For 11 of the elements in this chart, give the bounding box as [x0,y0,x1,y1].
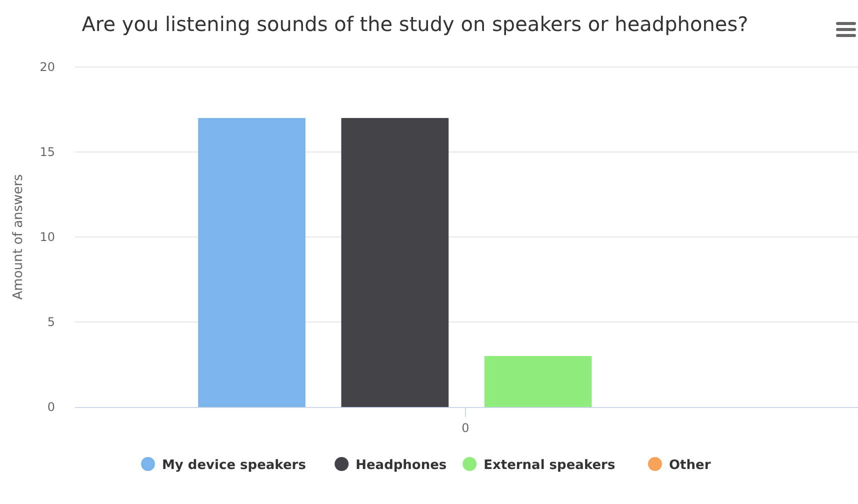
y-tick-label: 20 [40,60,55,74]
y-tick-label: 5 [47,315,55,329]
legend-label: Headphones [356,458,447,473]
legend-label: External speakers [484,458,616,473]
legend-label: Other [669,458,712,473]
chart-title: Are you listening sounds of the study on speakers or headphones? [82,12,748,36]
y-tick-label: 15 [40,145,55,159]
y-tick-label: 10 [40,230,55,244]
y-axis-title: Amount of answers [11,174,26,300]
legend-label: My device speakers [162,458,306,473]
y-tick-label: 0 [47,400,55,414]
